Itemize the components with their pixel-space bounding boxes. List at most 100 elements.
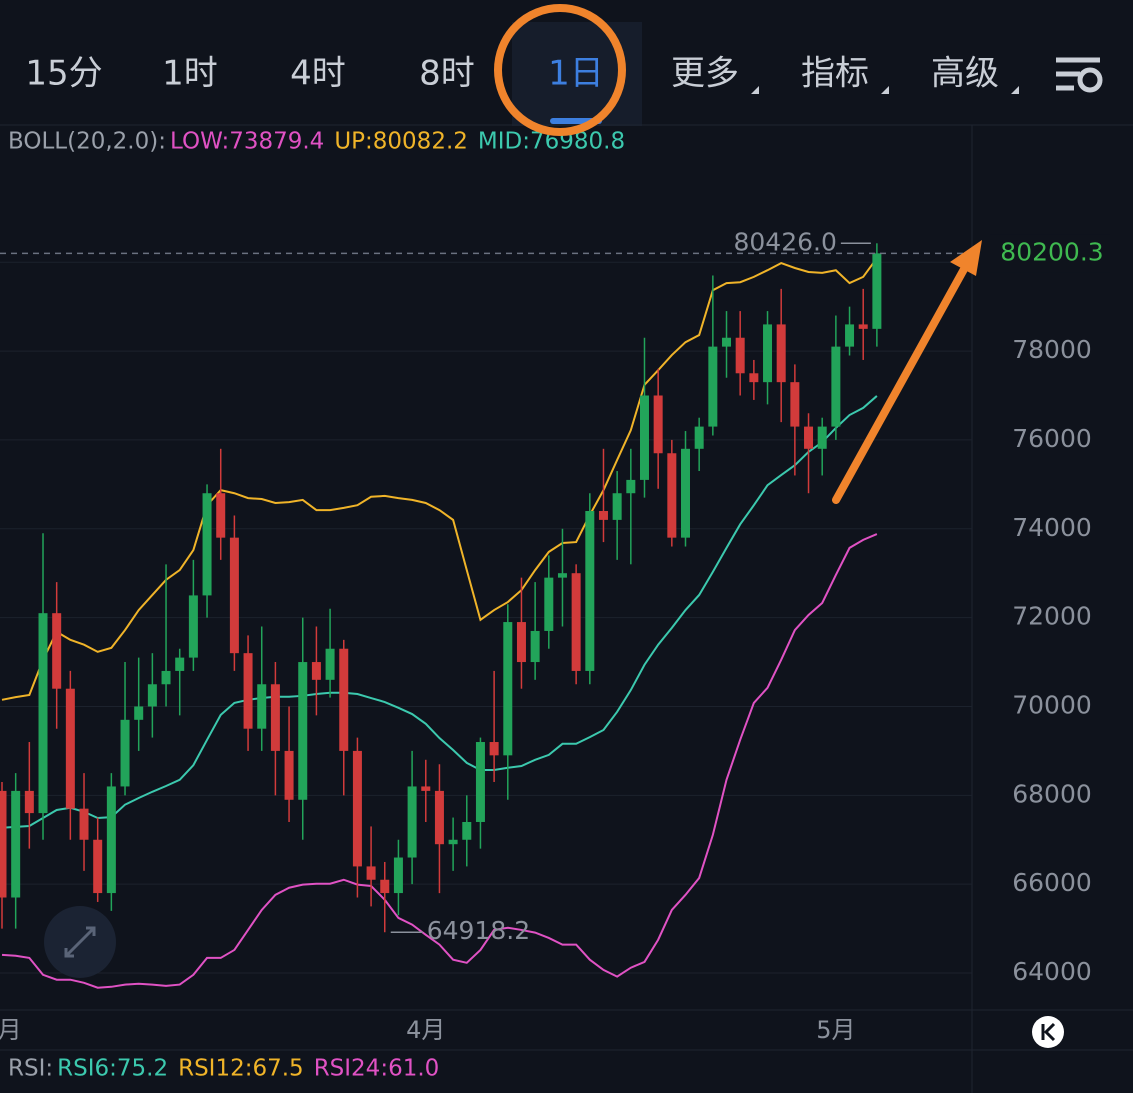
candle-body <box>845 324 855 347</box>
candle-body <box>11 790 21 898</box>
candle-body <box>393 857 403 894</box>
y-tick-label: 64000 <box>1012 957 1092 986</box>
settings-icon[interactable] <box>1056 57 1103 93</box>
tab[interactable]: 1时 <box>162 54 218 94</box>
candle-body <box>653 395 663 454</box>
tab[interactable]: 1日 <box>548 54 604 94</box>
candle-body <box>24 790 34 814</box>
indicator-value: RSI12:67.5 <box>178 1056 304 1082</box>
indicator-title: RSI: <box>8 1056 53 1082</box>
tab[interactable]: 4时 <box>290 54 346 94</box>
candle-body <box>243 653 253 729</box>
candle-body <box>229 537 239 654</box>
x-tick-label: 3月 <box>0 1016 22 1044</box>
candle-body <box>708 346 718 427</box>
x-tick-label: 5月 <box>816 1016 855 1044</box>
indicator-value: LOW:73879.4 <box>170 129 324 155</box>
indicator-value: UP:80082.2 <box>334 129 468 155</box>
candle-body <box>188 595 198 658</box>
candle-body <box>106 786 116 894</box>
candle-body <box>585 511 595 671</box>
plot <box>0 243 972 989</box>
candle-body <box>216 493 226 538</box>
candle-body <box>639 395 649 480</box>
candle-body <box>735 337 745 374</box>
candle-body <box>325 648 335 680</box>
dropdown-caret <box>1011 86 1019 94</box>
candle-body <box>571 573 581 671</box>
candle-body <box>161 670 171 685</box>
candle-body <box>503 622 513 756</box>
band-line <box>1 257 878 701</box>
candle-body <box>311 662 321 680</box>
candle-body <box>694 426 704 449</box>
candle-body <box>366 866 376 880</box>
candle-body <box>776 324 786 383</box>
max-marker-label: 80426.0 <box>733 227 836 256</box>
tab[interactable]: 8时 <box>419 54 475 94</box>
dropdown-caret <box>751 86 759 94</box>
candle-body <box>434 790 444 845</box>
candle-body <box>790 382 800 427</box>
last-price-label: 80200.3 <box>1000 237 1103 266</box>
trend-arrow <box>832 240 982 504</box>
y-tick-label: 68000 <box>1012 779 1092 808</box>
candle-body <box>380 879 390 894</box>
candle-body <box>544 577 554 631</box>
candle-body <box>421 786 431 791</box>
candle-body <box>175 657 185 671</box>
tab[interactable]: 高级 <box>931 54 999 94</box>
candle-body <box>681 448 690 538</box>
candle-body <box>612 493 622 520</box>
candle-body <box>872 253 882 329</box>
candle-body <box>0 790 7 898</box>
x-tick-label: 4月 <box>406 1016 445 1044</box>
candle-body <box>557 573 567 578</box>
candle-body <box>257 684 267 729</box>
candle-body <box>202 493 212 596</box>
tab[interactable]: 更多 <box>671 54 739 94</box>
candle-body <box>284 750 294 800</box>
candle-body <box>462 821 472 840</box>
candle-body <box>763 324 773 383</box>
tab[interactable]: 15分 <box>25 54 102 94</box>
candle-body <box>339 648 349 751</box>
y-tick-label: 72000 <box>1012 602 1092 631</box>
candle-body <box>626 479 636 494</box>
candle-body <box>120 719 130 787</box>
candle-body <box>147 684 157 707</box>
candle-body <box>352 750 362 867</box>
y-tick-label: 66000 <box>1012 868 1092 897</box>
candle-body <box>475 742 485 822</box>
y-tick-label: 70000 <box>1012 690 1092 719</box>
candle-body <box>448 839 458 845</box>
indicator-value: RSI24:61.0 <box>314 1056 440 1082</box>
candle-body <box>516 622 526 663</box>
band-line <box>1 395 878 829</box>
candle-body <box>598 511 608 520</box>
candle-body <box>270 684 280 751</box>
candle-body <box>298 662 308 800</box>
candle-body <box>749 373 759 383</box>
last-price-box <box>990 234 1110 273</box>
candle-body <box>65 688 75 809</box>
tab[interactable]: 指标 <box>801 54 869 94</box>
min-marker-label: 64918.2 <box>427 916 530 945</box>
candle-body <box>831 346 841 427</box>
y-tick-label: 76000 <box>1012 424 1092 453</box>
y-tick-label: 78000 <box>1012 335 1092 364</box>
expand-button[interactable] <box>44 906 116 978</box>
candle-body <box>79 808 89 840</box>
candle-body <box>134 706 144 720</box>
candle-body <box>858 324 868 329</box>
candle-body <box>804 426 814 449</box>
candle-body <box>38 613 48 814</box>
candle-body <box>407 786 417 858</box>
candle-body <box>52 613 62 689</box>
scroll-latest-button[interactable] <box>1032 1016 1064 1048</box>
candle-body <box>667 453 677 538</box>
candle-body <box>722 337 732 347</box>
candle-body <box>817 426 827 449</box>
